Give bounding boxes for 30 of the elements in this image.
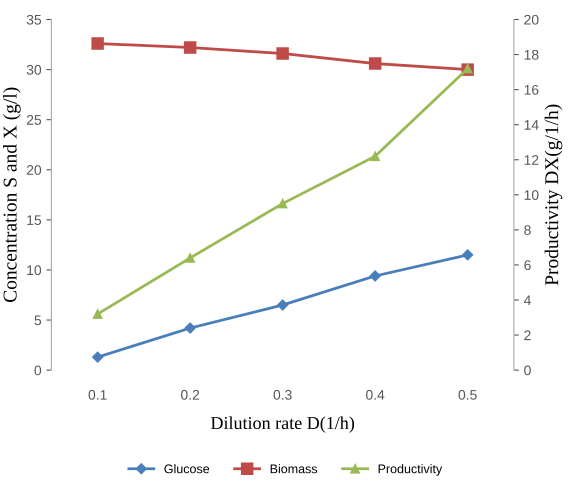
x-tick-label: 0.2 (181, 390, 200, 400)
y2-tick-label: 12 (524, 155, 538, 165)
y-tick-label: 0 (34, 365, 42, 376)
legend-label: Glucose (164, 464, 210, 474)
legend-label: Productivity (378, 464, 442, 476)
y2-tick-label: 2 (524, 330, 531, 340)
y-tick-label: 30 (26, 64, 42, 75)
x-tick-label: 0.5 (458, 390, 477, 400)
y-tick-label: 5 (34, 316, 42, 326)
y2-tick-label: 10 (524, 190, 539, 200)
y2-tick-label: 18 (524, 50, 538, 60)
y-tick-label: 35 (26, 14, 42, 25)
x-tick-label: 0.1 (88, 390, 107, 400)
y-tick-label: 15 (27, 215, 42, 226)
y-axis-title: Concentration S and X (g/l) (2, 88, 21, 302)
y2-tick-label: 16 (524, 84, 538, 95)
y2-tick-label: 0 (524, 365, 531, 376)
x-axis-title: Dilution rate D(1/h) (210, 416, 354, 433)
y2-tick-label: 6 (524, 260, 531, 270)
y-tick-label: 20 (26, 165, 42, 175)
y2-tick-label: 8 (524, 225, 531, 236)
y2-tick-label: 20 (524, 14, 539, 25)
y-tick-label: 10 (27, 265, 42, 276)
y-tick-label: 25 (26, 114, 42, 125)
x-tick-label: 0.4 (366, 390, 384, 400)
y2-axis-title: Productivity DX(g/1/h) (544, 104, 562, 286)
y2-tick-label: 4 (524, 295, 531, 306)
y2-tick-label: 14 (524, 120, 539, 130)
legend-label: Biomass (270, 464, 318, 474)
x-tick-label: 0.3 (274, 390, 292, 400)
